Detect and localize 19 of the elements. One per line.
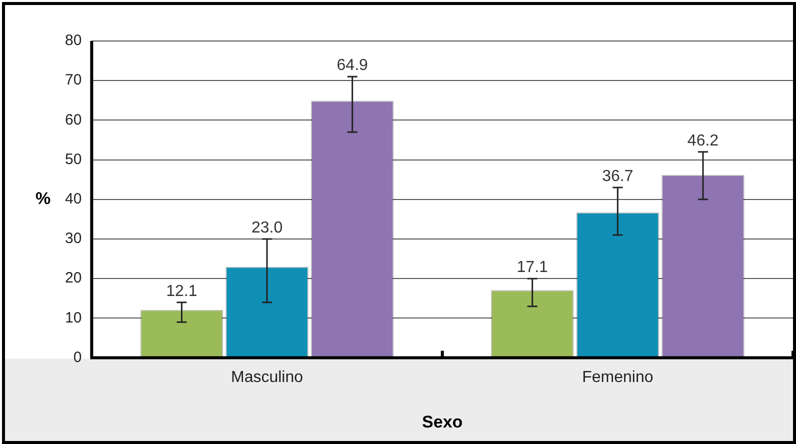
y-tick-label: 10	[64, 309, 82, 326]
x-tick-label: Femenino	[582, 368, 654, 386]
x-tick-label: Masculino	[231, 368, 304, 386]
data-label: 23.0	[251, 219, 283, 236]
y-tick-label: 40	[64, 190, 82, 208]
y-tick-label: 30	[64, 230, 82, 248]
y-tick-label: 80	[64, 32, 82, 50]
y-tick-label: 20	[64, 270, 82, 287]
y-tick-label: 70	[64, 72, 82, 89]
x-axis-title: Sexo	[422, 412, 463, 432]
data-label: 46.2	[687, 132, 719, 150]
y-tick-label: 50	[64, 150, 82, 168]
y-tick-label: 0	[73, 348, 82, 366]
data-label: 17.1	[516, 259, 548, 276]
y-tick-label: 60	[64, 111, 82, 128]
y-axis-title: %	[35, 189, 51, 208]
data-label: 12.1	[166, 282, 198, 300]
data-label: 36.7	[602, 168, 634, 185]
data-label: 64.9	[336, 57, 368, 74]
